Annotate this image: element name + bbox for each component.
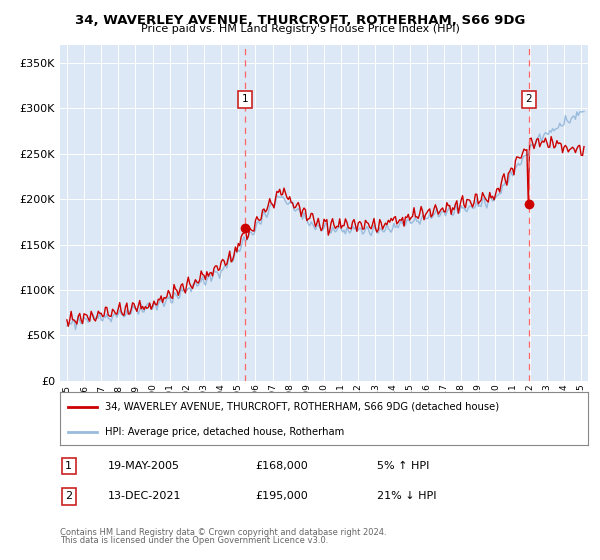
Text: 13-DEC-2021: 13-DEC-2021 <box>107 491 181 501</box>
Text: 34, WAVERLEY AVENUE, THURCROFT, ROTHERHAM, S66 9DG (detached house): 34, WAVERLEY AVENUE, THURCROFT, ROTHERHA… <box>105 402 499 412</box>
Text: 34, WAVERLEY AVENUE, THURCROFT, ROTHERHAM, S66 9DG: 34, WAVERLEY AVENUE, THURCROFT, ROTHERHA… <box>75 14 525 27</box>
Text: 19-MAY-2005: 19-MAY-2005 <box>107 461 179 471</box>
Text: This data is licensed under the Open Government Licence v3.0.: This data is licensed under the Open Gov… <box>60 536 328 545</box>
Text: £168,000: £168,000 <box>256 461 308 471</box>
Text: Price paid vs. HM Land Registry's House Price Index (HPI): Price paid vs. HM Land Registry's House … <box>140 24 460 34</box>
Text: 5% ↑ HPI: 5% ↑ HPI <box>377 461 429 471</box>
Text: 21% ↓ HPI: 21% ↓ HPI <box>377 491 436 501</box>
Text: £195,000: £195,000 <box>256 491 308 501</box>
Text: 1: 1 <box>65 461 72 471</box>
Text: Contains HM Land Registry data © Crown copyright and database right 2024.: Contains HM Land Registry data © Crown c… <box>60 528 386 536</box>
Text: 2: 2 <box>65 491 73 501</box>
Text: 1: 1 <box>241 94 248 104</box>
Text: HPI: Average price, detached house, Rotherham: HPI: Average price, detached house, Roth… <box>105 427 344 437</box>
Text: 2: 2 <box>526 94 532 104</box>
